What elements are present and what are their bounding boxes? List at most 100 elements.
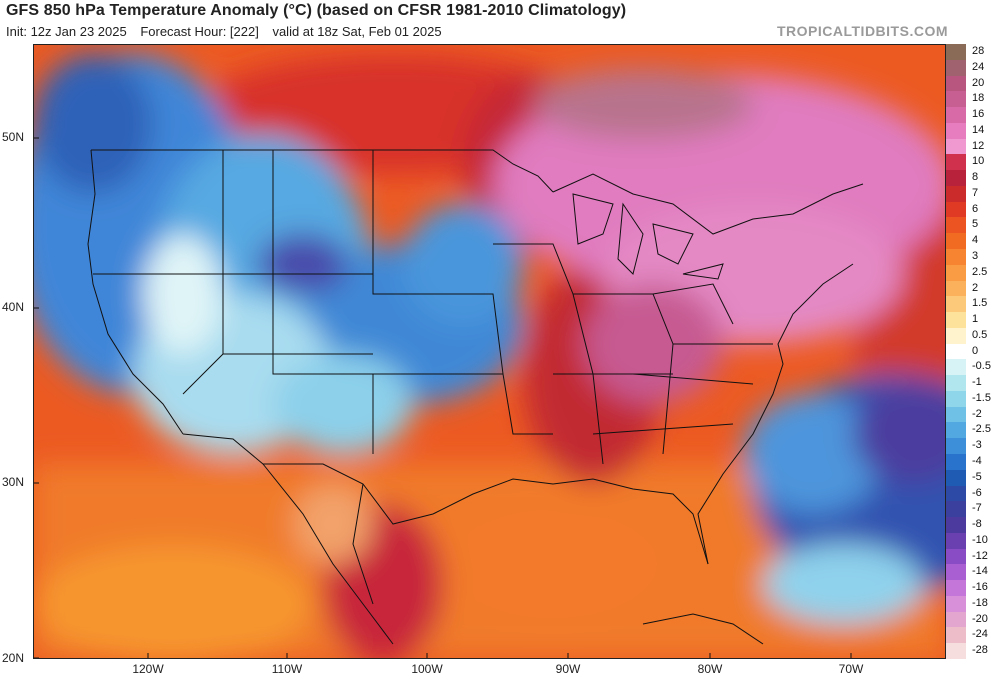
- legend-swatch: [946, 627, 966, 644]
- legend-swatch: [946, 454, 966, 470]
- legend-swatch: [946, 138, 966, 155]
- legend-entry: 1: [946, 312, 1000, 328]
- legend-entry: 20: [946, 75, 1000, 92]
- legend-entry: 2.5: [946, 264, 1000, 281]
- legend-entry: -4: [946, 454, 1000, 470]
- legend-swatch: [946, 312, 966, 328]
- brand-watermark: TROPICALTIDBITS.COM: [776, 23, 948, 39]
- anomaly-map: [33, 44, 946, 659]
- legend-entry: -0.5: [946, 359, 1000, 376]
- legend-swatch: [946, 154, 966, 171]
- legend-swatch: [946, 643, 966, 659]
- legend-entry: 4: [946, 233, 1000, 249]
- legend-label: 6: [972, 202, 979, 215]
- legend-entry: 8: [946, 170, 1000, 186]
- legend-label: -4: [972, 455, 982, 467]
- run-info: Init: 12z Jan 23 2025 Forecast Hour: [22…: [6, 24, 452, 39]
- legend-swatch: [946, 375, 966, 391]
- legend-entry: 28: [946, 44, 1000, 60]
- map-title: GFS 850 hPa Temperature Anomaly (°C) (ba…: [6, 2, 627, 19]
- legend-entry: 3: [946, 249, 1000, 265]
- lon-label-120w: 120W: [132, 662, 164, 676]
- legend-entry: -14: [946, 564, 1000, 581]
- forecast-hour: Forecast Hour: [222]: [140, 24, 259, 39]
- legend-swatch: [946, 611, 966, 628]
- legend-label: 0: [972, 344, 979, 357]
- legend-label: 24: [972, 60, 985, 73]
- legend-entry: 0.5: [946, 327, 1000, 344]
- legend-entry: -2: [946, 406, 1000, 423]
- legend-label: -6: [972, 486, 982, 499]
- legend-swatch: [946, 170, 966, 186]
- legend-label: 2.5: [972, 265, 988, 278]
- legend-entry: -24: [946, 627, 1000, 644]
- legend-entry: 16: [946, 107, 1000, 123]
- legend-entry: 2: [946, 280, 1000, 297]
- legend-label: 1: [972, 313, 979, 326]
- legend-swatch: [946, 469, 966, 486]
- legend-entry: -16: [946, 580, 1000, 596]
- legend-label: 16: [972, 108, 985, 121]
- legend-label: -0.5: [972, 360, 991, 373]
- legend-entry: 7: [946, 185, 1000, 202]
- lon-label-110w: 110W: [271, 662, 303, 676]
- legend-swatch: [946, 91, 966, 108]
- legend-label: -2: [972, 407, 982, 420]
- lon-label-70w: 70W: [838, 662, 864, 676]
- legend-label: -18: [972, 596, 988, 609]
- legend-label: 0.5: [972, 328, 988, 341]
- legend-label: 14: [972, 123, 985, 136]
- legend-swatch: [946, 595, 966, 612]
- legend-swatch: [946, 390, 966, 407]
- legend-swatch: [946, 580, 966, 596]
- legend-swatch: [946, 532, 966, 549]
- lat-label-30n: 30N: [2, 475, 25, 489]
- legend-swatch: [946, 406, 966, 423]
- legend-label: 10: [972, 155, 985, 168]
- legend-swatch: [946, 548, 966, 565]
- legend-entry: -1: [946, 375, 1000, 391]
- legend-swatch: [946, 201, 966, 218]
- legend-entry: -6: [946, 485, 1000, 502]
- legend-label: -14: [972, 565, 988, 578]
- legend-entry: -10: [946, 532, 1000, 549]
- legend-swatch: [946, 359, 966, 376]
- legend-label: 7: [972, 186, 979, 199]
- legend-swatch: [946, 233, 966, 249]
- legend-entry: -3: [946, 438, 1000, 454]
- legend-label: -7: [972, 502, 982, 515]
- legend-label: 8: [972, 171, 979, 184]
- legend-label: 3: [972, 250, 979, 262]
- lon-label-100w: 100W: [411, 662, 443, 676]
- lon-label-80w: 80W: [697, 662, 723, 676]
- legend-label: 5: [972, 218, 979, 231]
- init-time: Init: 12z Jan 23 2025: [6, 24, 127, 39]
- legend-label: -3: [972, 439, 982, 452]
- legend-swatch: [946, 422, 966, 439]
- legend-entry: 1.5: [946, 296, 1000, 313]
- legend-swatch: [946, 327, 966, 344]
- legend-swatch: [946, 185, 966, 202]
- legend-swatch: [946, 122, 966, 139]
- legend-entry: 10: [946, 154, 1000, 171]
- legend-swatch: [946, 107, 966, 123]
- legend-entry: -7: [946, 501, 1000, 518]
- lat-label-20n: 20N: [2, 651, 25, 665]
- legend-label: 20: [972, 76, 985, 89]
- legend-label: -10: [972, 533, 988, 546]
- lon-label-90w: 90W: [555, 662, 581, 676]
- legend-entry: -5: [946, 469, 1000, 486]
- legend-label: 2: [972, 281, 979, 294]
- legend-swatch: [946, 75, 966, 92]
- legend-swatch: [946, 564, 966, 581]
- map-frame: [33, 44, 946, 659]
- legend-label: -1: [972, 376, 982, 389]
- legend-swatch: [946, 264, 966, 281]
- legend-swatch: [946, 501, 966, 518]
- legend-entry: -2.5: [946, 422, 1000, 439]
- legend-label: -24: [972, 628, 988, 641]
- legend-label: 4: [972, 234, 979, 247]
- legend-swatch: [946, 485, 966, 502]
- legend-label: -1.5: [972, 391, 991, 404]
- legend-swatch: [946, 517, 966, 533]
